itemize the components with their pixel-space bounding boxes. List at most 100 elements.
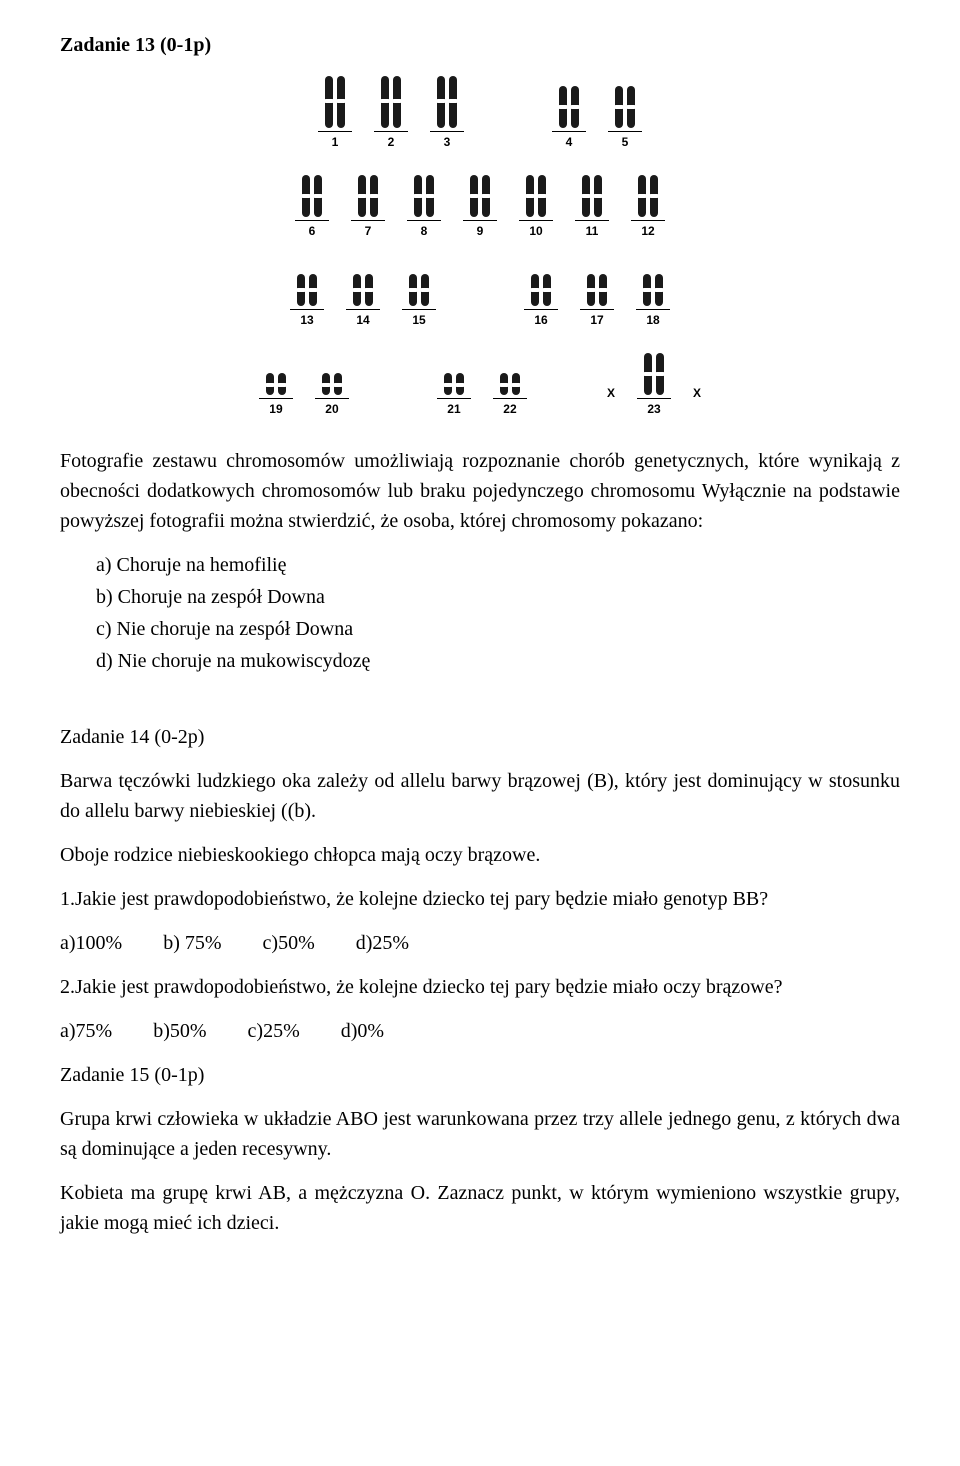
chromosome-number-label: 12 [641, 222, 654, 240]
chromosome-icon [594, 175, 602, 217]
chromosome-pair-2: 2 [374, 72, 408, 151]
x-label-right: X [693, 384, 701, 418]
task14-q1-options: a)100% b) 75% c)50% d)25% [60, 928, 900, 958]
task13-option-c[interactable]: c) Nie choruje na zespół Downa [96, 614, 900, 644]
chromosome-number-label: 10 [529, 222, 542, 240]
task14-q2: 2.Jakie jest prawdopodobieństwo, że kole… [60, 972, 900, 1002]
chromosome-icon [638, 175, 646, 217]
chromosome-pair-19: 19 [259, 339, 293, 418]
chromosome-icon [302, 175, 310, 217]
karyotype-figure: 12345678910111213141516171819202122X23X [240, 72, 720, 418]
chromosome-icon [393, 76, 401, 128]
chromosome-number-label: 14 [356, 311, 369, 329]
chromosome-icon [456, 373, 464, 395]
chromosome-icon [650, 175, 658, 217]
chromosome-icon [559, 86, 567, 128]
chromosome-pair-11: 11 [575, 161, 609, 240]
chromosome-icon [655, 274, 663, 306]
task13-option-b[interactable]: b) Choruje na zespół Downa [96, 582, 900, 612]
task14-q1: 1.Jakie jest prawdopodobieństwo, że kole… [60, 884, 900, 914]
chromosome-icon [627, 86, 635, 128]
chromosome-icon [370, 175, 378, 217]
chromosome-pair-23: 23 [637, 339, 671, 418]
task13-option-d[interactable]: d) Nie choruje na mukowiscydozę [96, 646, 900, 676]
chromosome-icon [449, 76, 457, 128]
chromosome-number-label: 20 [325, 400, 338, 418]
chromosome-icon [656, 353, 664, 395]
chromosome-pair-5: 5 [608, 72, 642, 151]
chromosome-icon [615, 86, 623, 128]
task14-q1-option-c[interactable]: c)50% [263, 928, 315, 958]
chromosome-icon [644, 353, 652, 395]
chromosome-icon [437, 76, 445, 128]
chromosome-icon [309, 274, 317, 306]
chromosome-icon [526, 175, 534, 217]
x-label-left: X [607, 384, 615, 418]
chromosome-icon [571, 86, 579, 128]
chromosome-pair-15: 15 [402, 250, 436, 329]
task15-title: Zadanie 15 (0-1p) [60, 1060, 900, 1090]
chromosome-icon [325, 76, 333, 128]
chromosome-pair-20: 20 [315, 339, 349, 418]
chromosome-number-label: 7 [365, 222, 372, 240]
chromosome-number-label: 21 [447, 400, 460, 418]
task14-q1-option-a[interactable]: a)100% [60, 928, 122, 958]
chromosome-icon [337, 76, 345, 128]
chromosome-number-label: 6 [309, 222, 316, 240]
chromosome-icon [409, 274, 417, 306]
chromosome-pair-14: 14 [346, 250, 380, 329]
chromosome-icon [512, 373, 520, 395]
chromosome-number-label: 8 [421, 222, 428, 240]
chromosome-icon [599, 274, 607, 306]
chromosome-icon [482, 175, 490, 217]
task15-p1: Grupa krwi człowieka w układzie ABO jest… [60, 1104, 900, 1164]
chromosome-icon [334, 373, 342, 395]
chromosome-icon [297, 274, 305, 306]
task14-p1: Barwa tęczówki ludzkiego oka zależy od a… [60, 766, 900, 826]
chromosome-number-label: 5 [622, 133, 629, 151]
chromosome-icon [500, 373, 508, 395]
chromosome-pair-7: 7 [351, 161, 385, 240]
chromosome-pair-21: 21 [437, 339, 471, 418]
task14-q1-option-d[interactable]: d)25% [356, 928, 409, 958]
chromosome-icon [543, 274, 551, 306]
task13-option-a[interactable]: a) Choruje na hemofilię [96, 550, 900, 580]
chromosome-icon [266, 373, 274, 395]
chromosome-pair-1: 1 [318, 72, 352, 151]
chromosome-number-label: 22 [503, 400, 516, 418]
chromosome-icon [381, 76, 389, 128]
task14-q2-option-d[interactable]: d)0% [341, 1016, 384, 1046]
task14-title: Zadanie 14 (0-2p) [60, 722, 900, 752]
chromosome-pair-22: 22 [493, 339, 527, 418]
chromosome-number-label: 17 [590, 311, 603, 329]
chromosome-icon [353, 274, 361, 306]
chromosome-pair-4: 4 [552, 72, 586, 151]
chromosome-number-label: 1 [332, 133, 339, 151]
chromosome-icon [314, 175, 322, 217]
chromosome-pair-3: 3 [430, 72, 464, 151]
chromosome-icon [322, 373, 330, 395]
task14-q1-option-b[interactable]: b) 75% [163, 928, 221, 958]
chromosome-icon [278, 373, 286, 395]
task14-q2-option-c[interactable]: c)25% [248, 1016, 300, 1046]
chromosome-icon [531, 274, 539, 306]
task14-q2-option-b[interactable]: b)50% [153, 1016, 206, 1046]
chromosome-number-label: 19 [269, 400, 282, 418]
chromosome-number-label: 3 [444, 133, 451, 151]
chromosome-icon [470, 175, 478, 217]
chromosome-number-label: 4 [566, 133, 573, 151]
chromosome-icon [538, 175, 546, 217]
chromosome-pair-17: 17 [580, 250, 614, 329]
chromosome-icon [365, 274, 373, 306]
task15-p2: Kobieta ma grupę krwi AB, a mężczyzna O.… [60, 1178, 900, 1238]
chromosome-icon [426, 175, 434, 217]
chromosome-number-label: 23 [647, 400, 660, 418]
chromosome-pair-18: 18 [636, 250, 670, 329]
chromosome-icon [421, 274, 429, 306]
chromosome-number-label: 18 [646, 311, 659, 329]
chromosome-number-label: 2 [388, 133, 395, 151]
chromosome-number-label: 13 [300, 311, 313, 329]
chromosome-icon [582, 175, 590, 217]
task14-q2-option-a[interactable]: a)75% [60, 1016, 112, 1046]
chromosome-number-label: 16 [534, 311, 547, 329]
